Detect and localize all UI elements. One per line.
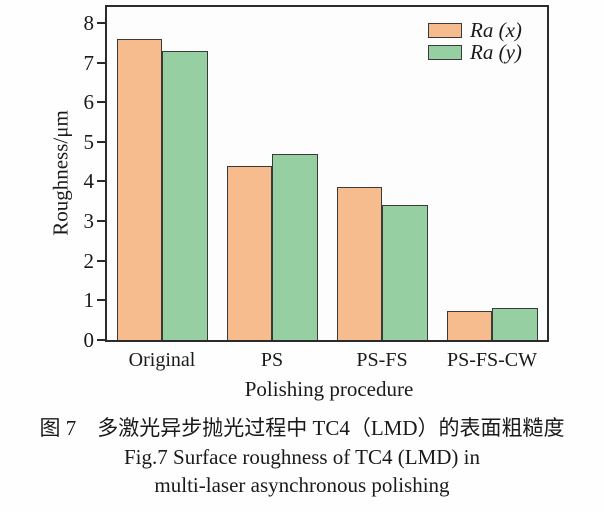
bar-ps-fs-cw-ra-x: [446, 311, 492, 340]
y-axis-tick: [97, 259, 105, 262]
caption-english-line1: Fig.7 Surface roughness of TC4 (LMD) in: [124, 445, 480, 469]
y-axis-tick: [97, 61, 105, 64]
x-category-label: PS: [260, 349, 284, 371]
y-axis-tick-label: 8: [83, 10, 95, 35]
legend: Ra (x) Ra (y): [428, 19, 522, 63]
bar-ps-fs-ra-y: [382, 205, 428, 340]
x-category-label: PS-FS-CW: [446, 349, 538, 371]
y-axis-tick: [97, 220, 105, 223]
bar-original-ra-x: [116, 38, 162, 340]
plot-area: Ra (x) Ra (y): [105, 5, 549, 342]
bars-layer: [107, 7, 547, 340]
bar-original-ra-y: [162, 50, 208, 340]
y-axis-tick-label: 7: [83, 50, 95, 75]
y-axis-tick-label: 1: [83, 288, 95, 313]
bar-ps-fs-ra-x: [336, 187, 382, 340]
x-axis-title: Polishing procedure: [244, 377, 414, 401]
y-axis-tick: [97, 299, 105, 302]
bar-ps-ra-y: [272, 153, 318, 340]
bar-ps-ra-x: [226, 165, 272, 340]
y-axis-tick: [97, 101, 105, 104]
legend-item-ra-x: Ra (x): [428, 19, 522, 41]
y-axis-tick-label: 0: [83, 328, 95, 352]
legend-item-ra-y: Ra (y): [428, 41, 522, 63]
legend-swatch-ra-x: [428, 22, 462, 38]
y-axis-tick-label: 2: [83, 248, 95, 273]
x-category-label: Original: [128, 349, 196, 371]
caption-chinese: 图 7 多激光异步抛光过程中 TC4（LMD）的表面粗糙度: [39, 416, 565, 440]
y-axis-tick: [97, 180, 105, 183]
legend-swatch-ra-y: [428, 44, 462, 60]
legend-label-ra-x: Ra (x): [470, 18, 522, 42]
y-axis-tick: [97, 21, 105, 24]
y-axis-tick-label: 3: [83, 209, 95, 234]
legend-label-ra-y: Ra (y): [470, 40, 522, 64]
y-axis-tick-label: 5: [83, 129, 95, 154]
caption-english-line2: multi-laser asynchronous polishing: [154, 473, 450, 497]
bar-ps-fs-cw-ra-y: [492, 308, 538, 340]
y-axis-tick-label: 6: [83, 90, 95, 115]
x-category-label: PS-FS: [356, 349, 408, 371]
y-axis-tick: [97, 339, 105, 341]
y-axis-tick: [97, 140, 105, 143]
y-axis-tick-label: 4: [83, 169, 95, 194]
